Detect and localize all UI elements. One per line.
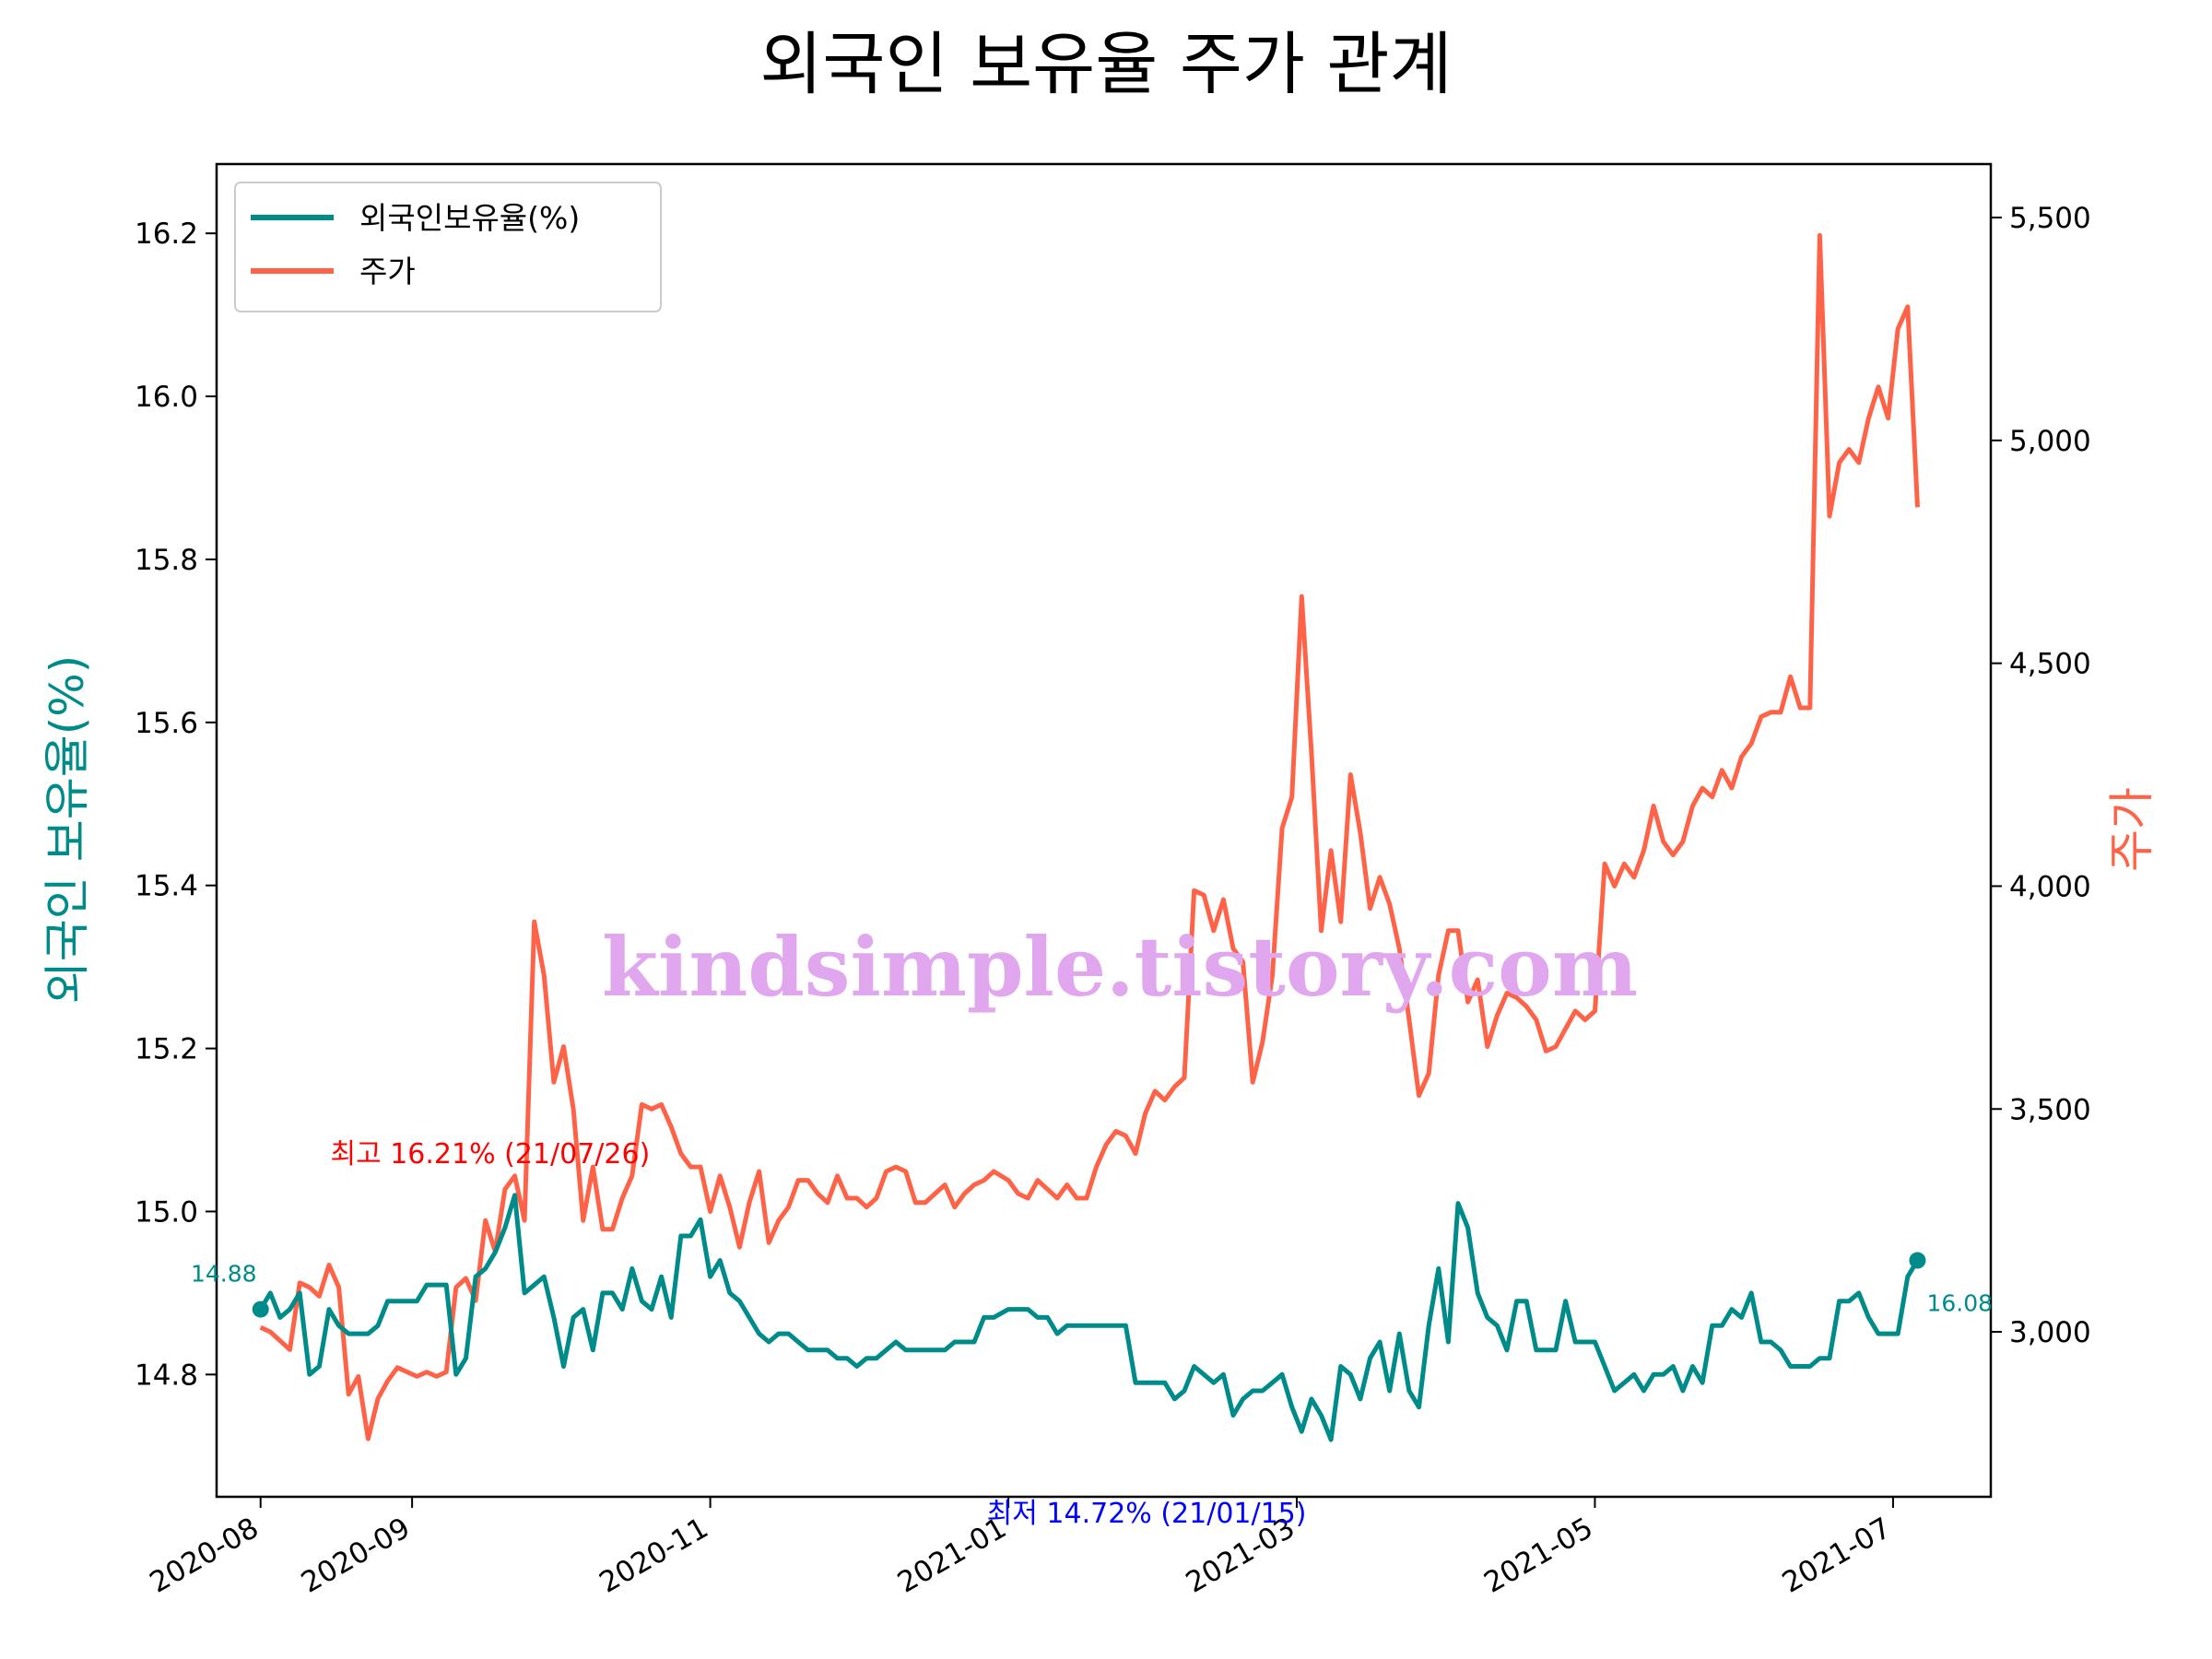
y-tick-label-right: 5,000 xyxy=(2009,425,2091,458)
end-marker xyxy=(1909,1252,1926,1269)
series-layer xyxy=(252,232,1926,1442)
plot-frame xyxy=(215,162,1993,1499)
y-tick-label-left: 15.2 xyxy=(135,1033,198,1066)
y-tick-label-right: 4,000 xyxy=(2009,870,2091,903)
end-value-label: 16.08 xyxy=(1926,1290,1993,1317)
series-line-stock-price xyxy=(259,232,1920,1441)
start-value-label: 14.88 xyxy=(191,1261,257,1288)
legend-label-price: 주가 xyxy=(359,253,416,289)
y-tick-label-left: 15.4 xyxy=(135,870,198,903)
chart-title: 외국인 보유율 주가 관계 xyxy=(759,25,1452,104)
y-tick-label-left: 15.8 xyxy=(135,544,198,577)
y-tick-label-left: 15.6 xyxy=(135,707,198,740)
max-annotation: 최고 16.21% (21/07/26) xyxy=(330,1138,650,1171)
series-line-foreign-ratio xyxy=(258,1193,1920,1442)
y-tick-label-right: 5,500 xyxy=(2009,202,2091,235)
y-tick-label-right: 3,500 xyxy=(2009,1093,2091,1126)
min-annotation: 최저 14.72% (21/01/15) xyxy=(987,1498,1307,1530)
y-axis-label-left: 외국인 보유율(%) xyxy=(41,655,94,1004)
y-tick-label-right: 4,500 xyxy=(2009,648,2091,681)
legend-box xyxy=(234,182,662,312)
y-tick-label-right: 3,000 xyxy=(2009,1316,2091,1349)
legend-label-ratio: 외국인보유율(%) xyxy=(359,200,580,236)
start-marker xyxy=(252,1300,269,1318)
y-tick-label-left: 15.0 xyxy=(135,1195,198,1229)
y-axis-label-right: 주가 xyxy=(2105,787,2159,872)
y-tick-label-left: 16.2 xyxy=(135,218,198,251)
y-tick-label-left: 14.8 xyxy=(135,1359,198,1392)
legend: 외국인보유율(%) 주가 xyxy=(234,182,662,312)
watermark-text: kindsimple.tistory.com xyxy=(602,919,1638,1015)
y-tick-label-left: 16.0 xyxy=(135,381,198,414)
